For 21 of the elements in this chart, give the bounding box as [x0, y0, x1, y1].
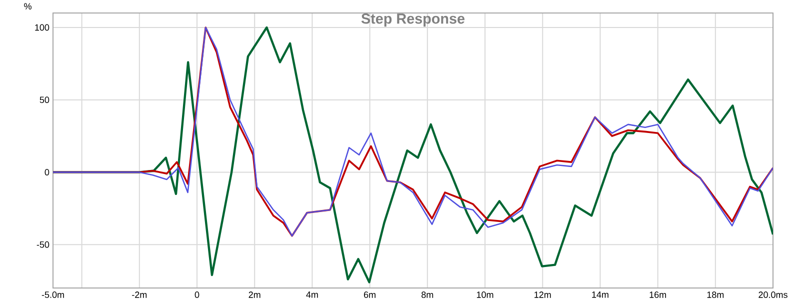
- y-tick-label: 0: [44, 169, 50, 176]
- x-tick-label: 12m: [534, 292, 551, 298]
- line-series: [53, 26, 774, 237]
- x-tick-label: 14m: [592, 292, 608, 298]
- x-tick-label: 0: [194, 292, 200, 298]
- x-tick-label: 20.0ms: [758, 292, 788, 298]
- x-tick-label: 6m: [364, 292, 376, 298]
- x-tick-label: 16m: [650, 292, 666, 298]
- x-tick-label: -5.0m: [42, 292, 64, 298]
- x-tick-label: -2m: [132, 292, 147, 298]
- chart-title: Step Response: [361, 14, 465, 27]
- x-tick-label: 8m: [422, 292, 434, 298]
- x-tick-label: 4m: [306, 292, 318, 298]
- y-axis-title: %: [24, 3, 32, 10]
- y-tick-label: 100: [35, 24, 50, 31]
- y-tick-label: -50: [36, 241, 50, 248]
- x-tick-label: 10m: [476, 292, 494, 298]
- x-tick-label: 18m: [707, 292, 724, 298]
- line-series: [53, 26, 774, 284]
- y-tick-label: 50: [40, 96, 50, 104]
- x-tick-label: 2m: [248, 292, 260, 298]
